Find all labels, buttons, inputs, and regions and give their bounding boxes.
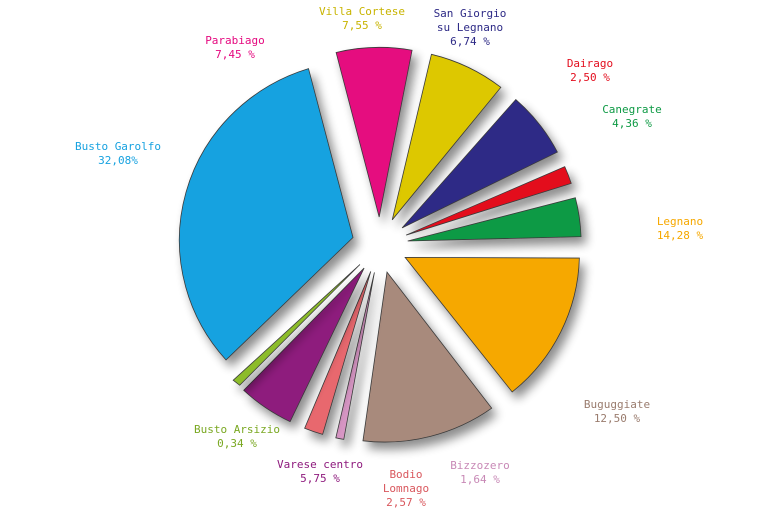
slice-value-label: 2,50 % (570, 71, 610, 84)
slice-value-label: 6,74 % (450, 35, 490, 48)
slice-name-label: Bizzozero (450, 459, 510, 472)
slice-value-label: 12,50 % (594, 412, 641, 425)
slice-name-label: Busto Garolfo (75, 140, 161, 153)
slice-name-label: Varese centro (277, 458, 363, 471)
pie-slice (407, 197, 582, 242)
pie-slices (178, 46, 582, 443)
slice-name-label: Canegrate (602, 103, 662, 116)
pie-slice (391, 53, 502, 221)
slice-value-label: 4,36 % (612, 117, 652, 130)
pie-slice (243, 267, 365, 423)
slice-value-label: 1,64 % (460, 473, 500, 486)
slice-value-label: 5,75 % (300, 472, 340, 485)
slice-name-label: Parabiago (205, 34, 265, 47)
slice-value-label: 7,45 % (215, 48, 255, 61)
pie-slice (232, 264, 361, 386)
slice-name-label: Dairago (567, 57, 613, 70)
slice-value-label: 0,34 % (217, 437, 257, 450)
pie-slice (335, 46, 413, 218)
slice-name-label: Lomnago (383, 482, 429, 495)
pie-slice (362, 271, 493, 443)
slice-name-label: Legnano (657, 215, 703, 228)
pie-slice (335, 272, 375, 440)
slice-name-label: Buguggiate (584, 398, 650, 411)
slice-name-label: Villa Cortese (319, 5, 405, 18)
slice-name-label: San Giorgio (434, 7, 507, 20)
slice-value-label: 14,28 % (657, 229, 704, 242)
pie-slice (401, 98, 558, 229)
slice-value-label: 7,55 % (342, 19, 382, 32)
pie-slice (406, 166, 572, 236)
pie-slice (178, 68, 354, 361)
pie-slice (404, 256, 580, 393)
slice-value-label: 32,08% (98, 154, 138, 167)
slice-name-label: su Legnano (437, 21, 503, 34)
pie-slice (304, 271, 372, 435)
slice-name-label: Bodio (389, 468, 422, 481)
slice-name-label: Busto Arsizio (194, 423, 280, 436)
slice-value-label: 2,57 % (386, 496, 426, 509)
